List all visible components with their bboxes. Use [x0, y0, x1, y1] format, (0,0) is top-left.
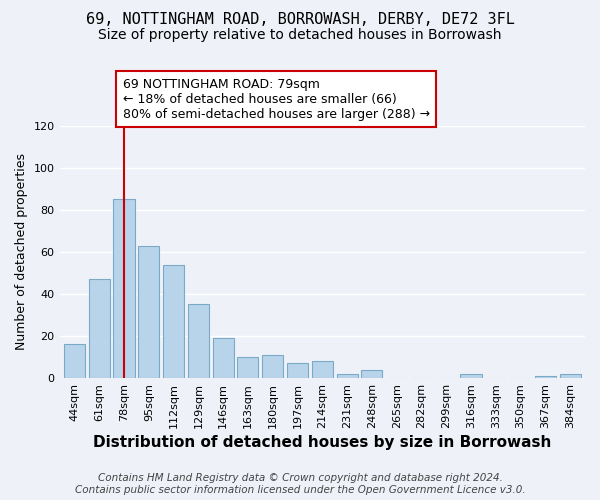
Bar	[312, 361, 333, 378]
Bar	[138, 246, 160, 378]
Bar	[163, 264, 184, 378]
Bar	[64, 344, 85, 378]
Bar	[337, 374, 358, 378]
Bar	[535, 376, 556, 378]
Text: Size of property relative to detached houses in Borrowash: Size of property relative to detached ho…	[98, 28, 502, 42]
Bar	[287, 364, 308, 378]
Text: 69, NOTTINGHAM ROAD, BORROWASH, DERBY, DE72 3FL: 69, NOTTINGHAM ROAD, BORROWASH, DERBY, D…	[86, 12, 514, 28]
Text: Contains HM Land Registry data © Crown copyright and database right 2024.
Contai: Contains HM Land Registry data © Crown c…	[74, 474, 526, 495]
Bar	[89, 279, 110, 378]
Bar	[460, 374, 482, 378]
Bar	[262, 355, 283, 378]
Bar	[113, 200, 134, 378]
Text: 69 NOTTINGHAM ROAD: 79sqm
← 18% of detached houses are smaller (66)
80% of semi-: 69 NOTTINGHAM ROAD: 79sqm ← 18% of detac…	[122, 78, 430, 120]
X-axis label: Distribution of detached houses by size in Borrowash: Distribution of detached houses by size …	[93, 435, 551, 450]
Y-axis label: Number of detached properties: Number of detached properties	[15, 154, 28, 350]
Bar	[212, 338, 233, 378]
Bar	[560, 374, 581, 378]
Bar	[361, 370, 382, 378]
Bar	[238, 357, 259, 378]
Bar	[188, 304, 209, 378]
